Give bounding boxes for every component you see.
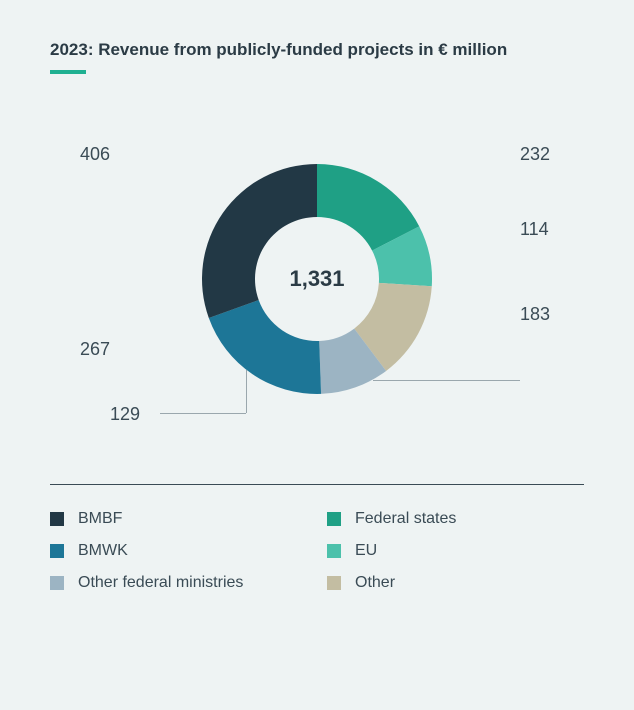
legend-swatch <box>50 512 64 526</box>
legend-item-bmwk: BMWK <box>50 542 307 560</box>
legend-item-other_fed_min: Other federal ministries <box>50 574 307 592</box>
slice-bmwk <box>209 300 321 394</box>
title-underline <box>50 70 86 74</box>
chart-title: 2023: Revenue from publicly-funded proje… <box>50 40 584 60</box>
legend-divider <box>50 484 584 485</box>
leader-line <box>373 380 520 381</box>
legend-item-other: Other <box>327 574 584 592</box>
legend-label: Other federal ministries <box>78 574 243 592</box>
legend-label: BMBF <box>78 510 122 528</box>
legend-label: EU <box>355 542 377 560</box>
legend-item-bmbf: BMBF <box>50 510 307 528</box>
value-label: 406 <box>80 144 110 165</box>
legend: BMBF Federal states BMWK EU Other federal mi… <box>50 510 584 592</box>
value-label: 183 <box>520 304 550 325</box>
leader-line <box>246 370 247 413</box>
legend-swatch <box>327 544 341 558</box>
legend-item-eu: EU <box>327 542 584 560</box>
legend-label: BMWK <box>78 542 128 560</box>
value-label: 267 <box>80 339 110 360</box>
donut-center-total: 1,331 <box>289 266 344 292</box>
legend-item-federal_states: Federal states <box>327 510 584 528</box>
legend-swatch <box>327 576 341 590</box>
legend-swatch <box>50 544 64 558</box>
value-label: 114 <box>520 219 549 240</box>
legend-label: Federal states <box>355 510 456 528</box>
value-label: 232 <box>520 144 550 165</box>
value-label: 129 <box>110 404 140 425</box>
legend-swatch <box>50 576 64 590</box>
slice-bmbf <box>202 164 317 318</box>
leader-line <box>160 413 246 414</box>
legend-label: Other <box>355 574 395 592</box>
legend-swatch <box>327 512 341 526</box>
donut-chart: 1,331 406 232 114 183 267 129 <box>50 114 584 444</box>
